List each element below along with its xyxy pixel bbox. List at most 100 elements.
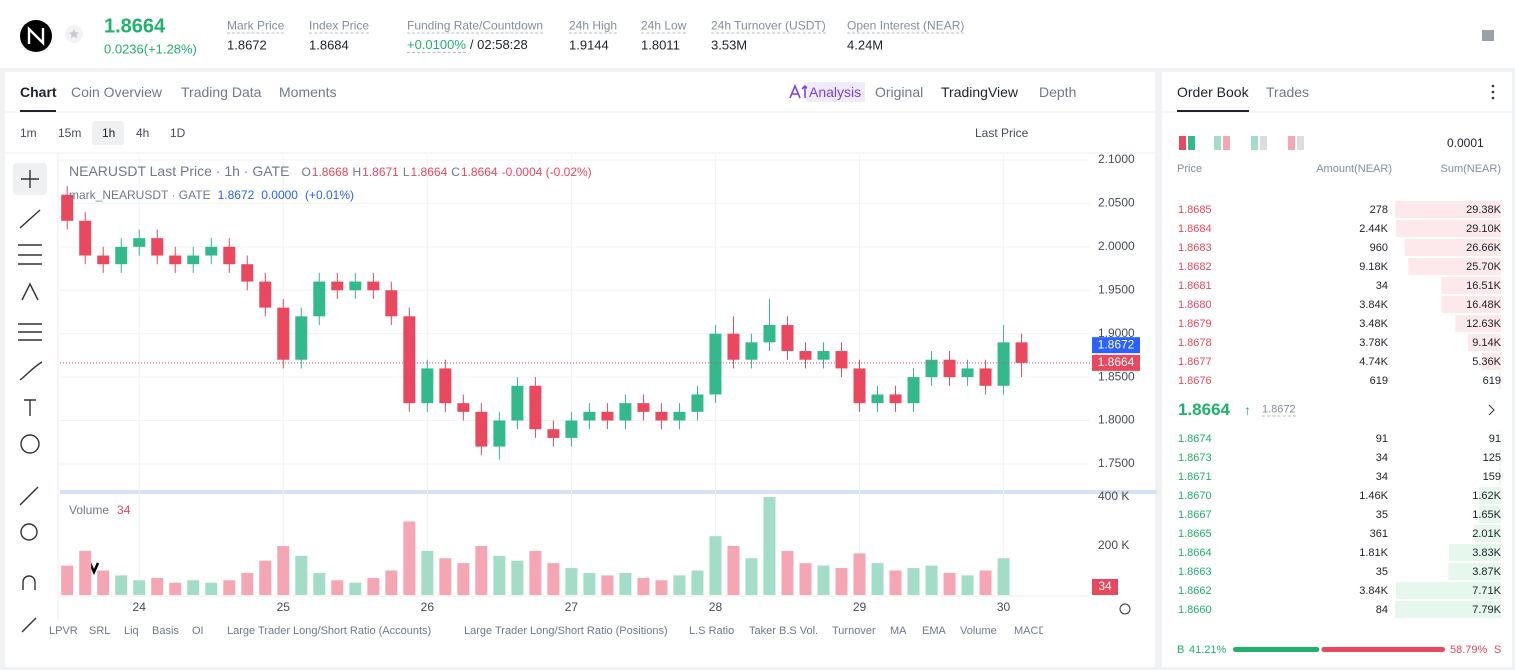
book-amount: 1.81K (1359, 547, 1388, 559)
ohlc-value: 1.8664 (460, 165, 498, 179)
stat-value-row: 1.8684 (309, 38, 349, 53)
stat-value: +0.0100% (407, 37, 466, 53)
book-sum: 29.10K (1466, 223, 1501, 235)
interval[interactable]: 1D (170, 126, 186, 140)
indicator[interactable]: EMA (922, 625, 946, 637)
stat-value-row: 1.8672 (227, 38, 267, 53)
book-amount: 2.44K (1359, 223, 1388, 235)
book-sum: 16.48K (1466, 299, 1501, 311)
interval[interactable]: 4h (136, 126, 150, 140)
indicator[interactable]: Liq (124, 625, 139, 637)
book-sum: 1.65K (1472, 509, 1501, 521)
book-amount: 34 (1375, 452, 1388, 464)
stat-label: 24h Low (641, 18, 687, 34)
indicator[interactable]: MA (890, 625, 907, 637)
book-price: 1.8683 (1178, 242, 1212, 254)
stat-value-row: +0.0100%/ 02:58:28 (407, 37, 528, 53)
view-tab[interactable]: Depth (1039, 84, 1077, 100)
book-sum: 26.66K (1466, 242, 1501, 254)
precision: 0.0001 (1447, 136, 1484, 150)
volume-last: 34 (117, 503, 131, 517)
chart-panel (5, 72, 1155, 667)
stat-value-row: 1.8011 (641, 38, 680, 53)
ohlc-value: 1.8664 (410, 165, 448, 179)
book-sum: 25.70K (1466, 261, 1501, 273)
mark-value: (+0.01%) (304, 188, 355, 202)
stat-label: Index Price (309, 18, 370, 34)
book-tab[interactable]: Order Book (1177, 84, 1249, 100)
book-price: 1.8662 (1178, 585, 1212, 597)
book-amount: 35 (1375, 566, 1388, 578)
book-tab[interactable]: Trades (1266, 84, 1310, 100)
book-sum: 16.51K (1466, 280, 1501, 292)
book-sum: 12.63K (1466, 318, 1501, 330)
book-price: 1.8679 (1178, 318, 1212, 330)
book-amount: 361 (1369, 528, 1388, 540)
ohlc-key: C (451, 165, 460, 179)
book-price: 1.8665 (1178, 528, 1212, 540)
stat-label: Open Interest (NEAR) (847, 18, 965, 34)
book-amount: 84 (1375, 604, 1388, 616)
book-price: 1.8682 (1178, 261, 1212, 273)
book-sum: 1.62K (1472, 490, 1501, 502)
indicator[interactable]: SRL (89, 625, 111, 637)
book-price: 1.8685 (1178, 204, 1212, 216)
interval[interactable]: 1m (20, 126, 37, 140)
indicator[interactable]: LPVR (49, 625, 78, 637)
book-amount: 278 (1369, 204, 1388, 216)
tab[interactable]: Moments (279, 84, 337, 100)
view-tab[interactable]: Original (875, 84, 924, 100)
book-price: 1.8673 (1178, 452, 1212, 464)
col-header: Price (1177, 163, 1203, 175)
chart-legend: NEARUSDT Last Price · 1h · GATE O 1.8668 H 1… (69, 163, 592, 179)
book-sum: 7.79K (1472, 604, 1501, 616)
tab[interactable]: Coin Overview (71, 84, 163, 100)
buy-key: B (1177, 644, 1185, 656)
book-price: 1.8660 (1178, 604, 1212, 616)
tab[interactable]: Trading Data (181, 84, 262, 100)
last-price: 1.8664 (104, 15, 166, 38)
indicator[interactable]: Volume (960, 625, 997, 637)
indicator[interactable]: Large Trader Long/Short Ratio (Accounts) (227, 625, 432, 637)
stat-value: 3.53M (711, 37, 748, 53)
ohlc-key: L (402, 165, 410, 179)
indicator[interactable]: L.S Ratio (689, 625, 735, 637)
book-amount: 4.74K (1359, 356, 1388, 368)
book-price: 1.8678 (1178, 337, 1212, 349)
legend-title: NEARUSDT Last Price · 1h · GATE (69, 163, 290, 179)
stat-value-row: 4.24M (847, 38, 883, 53)
book-price: 1.8684 (1178, 223, 1212, 235)
price-change: 0.0236(+1.28%) (104, 41, 197, 57)
indicator[interactable]: Turnover (832, 625, 876, 637)
indicator[interactable]: MACD (1014, 625, 1043, 637)
ohlc-key: O (301, 165, 311, 179)
stat-value: 1.8672 (227, 37, 267, 53)
book-amount: 35 (1375, 509, 1388, 521)
book-amount: 1.46K (1359, 490, 1388, 502)
book-sum: 91 (1488, 433, 1501, 445)
indicator[interactable]: OI (192, 625, 204, 637)
stat-value-row: 3.53M (711, 38, 747, 53)
interval[interactable]: 15m (58, 126, 82, 140)
book-price: 1.8671 (1178, 471, 1212, 483)
volume-name: Volume (69, 503, 110, 517)
price-type: Last Price (975, 126, 1029, 140)
book-amount: 3.48K (1359, 318, 1388, 330)
mark-title: mark_NEARUSDT · GATE (69, 188, 211, 202)
mark-value: 1.8672 (217, 188, 255, 202)
stat-value: 1.8684 (309, 37, 349, 53)
interval[interactable]: 1h (102, 126, 116, 140)
ohlc-key: H (352, 165, 362, 179)
book-amount: 960 (1369, 242, 1388, 254)
view-tab[interactable]: TradingView (941, 84, 1019, 100)
view-tab[interactable]: Analysis (807, 82, 866, 102)
indicator[interactable]: Basis (152, 625, 179, 637)
indicator[interactable]: Large Trader Long/Short Ratio (Positions… (464, 625, 668, 637)
indicator[interactable]: Taker B.S Vol. (749, 625, 819, 637)
book-sum: 159 (1482, 471, 1501, 483)
book-sum: 7.71K (1472, 585, 1501, 597)
tab[interactable]: Chart (20, 84, 57, 100)
book-sum: 5.36K (1472, 356, 1501, 368)
book-price: 1.8667 (1178, 509, 1212, 521)
book-price: 1.8676 (1178, 375, 1212, 387)
